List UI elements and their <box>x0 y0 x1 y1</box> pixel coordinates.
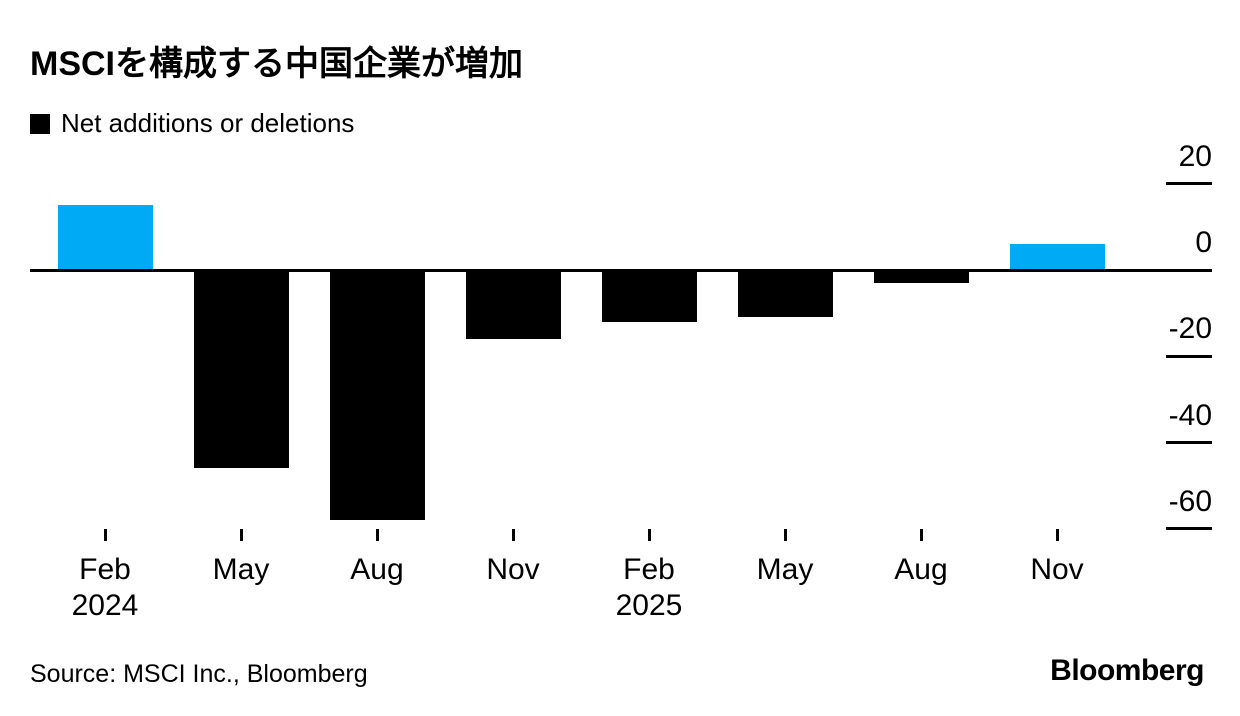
x-tick-mark <box>103 529 107 541</box>
x-label-month: Aug <box>350 553 404 586</box>
y-tick-line <box>1166 182 1212 186</box>
y-axis-label: 0 <box>1195 226 1212 259</box>
x-axis-label: Feb 2025 <box>579 552 719 624</box>
y-axis-label: -40 <box>1168 398 1212 432</box>
x-axis-label: May <box>715 552 855 588</box>
bar-may-2024 <box>193 270 289 469</box>
x-tick-mark <box>919 529 923 541</box>
zero-axis-line <box>30 268 1212 272</box>
x-tick-mark <box>375 529 379 541</box>
x-axis-label: May <box>171 552 311 588</box>
x-label-year: 2025 <box>615 589 683 622</box>
y-tick-line <box>1166 354 1212 358</box>
x-axis-label: Feb 2024 <box>35 552 175 624</box>
y-tick-line <box>1166 441 1212 444</box>
bar-aug-2025 <box>873 270 969 283</box>
y-tick-line <box>1166 527 1212 531</box>
x-label-month: Feb <box>79 553 131 586</box>
y-axis-label: -20 <box>1168 312 1212 346</box>
x-tick-mark <box>1055 529 1059 541</box>
legend-swatch-icon <box>30 113 50 134</box>
bar-aug-2024 <box>329 270 425 521</box>
bar-feb-2025 <box>601 270 697 322</box>
x-axis-label: Aug <box>851 552 991 588</box>
legend-label: Net additions or deletions <box>61 108 355 138</box>
y-axis-label: 20 <box>1178 139 1212 173</box>
bloomberg-logo: Bloomberg <box>1050 654 1204 687</box>
legend: Net additions or deletions <box>30 108 354 139</box>
x-axis-label: Nov <box>987 552 1127 588</box>
bar-nov-2025 <box>1009 244 1105 270</box>
bar-nov-2024 <box>465 270 561 339</box>
chart-title: MSCIを構成する中国企業が増加 <box>30 45 523 83</box>
x-label-month: Nov <box>1030 553 1084 586</box>
x-axis-label: Aug <box>307 552 447 588</box>
x-label-month: Feb <box>623 553 675 586</box>
x-tick-mark <box>783 529 787 541</box>
x-tick-mark <box>647 529 651 541</box>
x-tick-mark <box>511 529 515 541</box>
bar-feb-2024 <box>57 205 153 270</box>
x-label-month: May <box>756 553 814 586</box>
x-axis-label: Nov <box>443 552 583 588</box>
x-label-month: May <box>212 553 270 586</box>
bar-may-2025 <box>737 270 833 318</box>
y-axis-label: -60 <box>1168 484 1212 518</box>
x-tick-mark <box>239 529 243 541</box>
x-label-month: Nov <box>486 553 540 586</box>
source-note: Source: MSCI Inc., Bloomberg <box>30 660 368 688</box>
x-label-year: 2024 <box>71 589 139 622</box>
x-label-month: Aug <box>894 553 948 586</box>
